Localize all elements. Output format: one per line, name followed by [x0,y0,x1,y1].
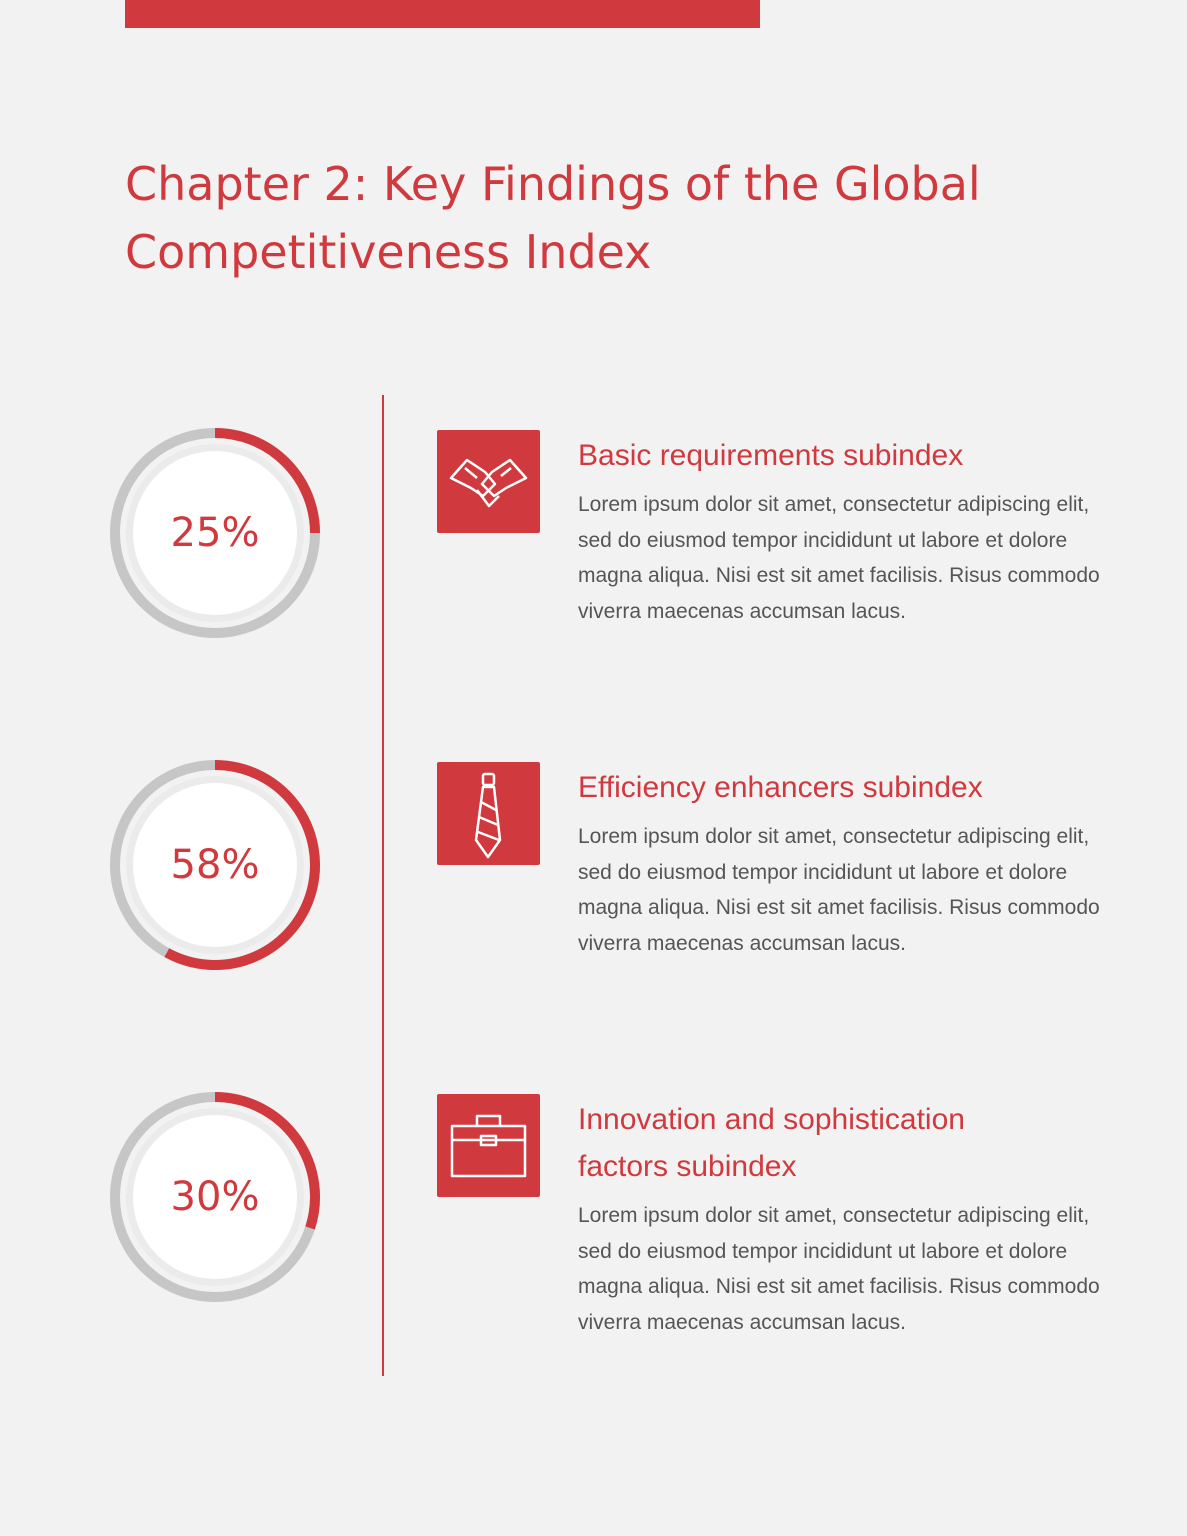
gauge-face [133,451,297,615]
briefcase-icon [437,1094,540,1197]
item: Efficiency enhancers subindex Lorem ipsum… [578,764,1123,961]
item: Innovation and sophistication factors su… [578,1096,1100,1340]
item-body: Lorem ipsum dolor sit amet, consectetur … [578,1204,1100,1334]
header-bar [125,0,760,28]
gauge-label: 25% [171,510,260,556]
gauge-label: 58% [171,842,260,888]
item: Basic requirements subindex Lorem ipsum d… [578,432,1123,629]
item-heading: Efficiency enhancers subindex [578,771,983,804]
gauge-label: 30% [171,1174,260,1220]
handshake-icon [437,430,540,533]
gauge-arc [214,1092,320,1230]
tie-icon [437,762,540,865]
gauge-face [133,783,297,947]
item-heading: Basic requirements subindex [578,439,964,472]
divider [382,395,384,1376]
gauge-face [133,1115,297,1279]
item-body: Lorem ipsum dolor sit amet, consectetur … [578,493,1100,623]
page-title: Chapter 2: Key Findings of the Global Co… [125,157,981,279]
gauge-arc [164,760,320,970]
gauges: 25% 58% 30% [110,428,320,1302]
item-heading: Innovation and sophistication factors su… [578,1103,965,1183]
gauge-arc [214,428,320,534]
item-body: Lorem ipsum dolor sit amet, consectetur … [578,825,1100,955]
